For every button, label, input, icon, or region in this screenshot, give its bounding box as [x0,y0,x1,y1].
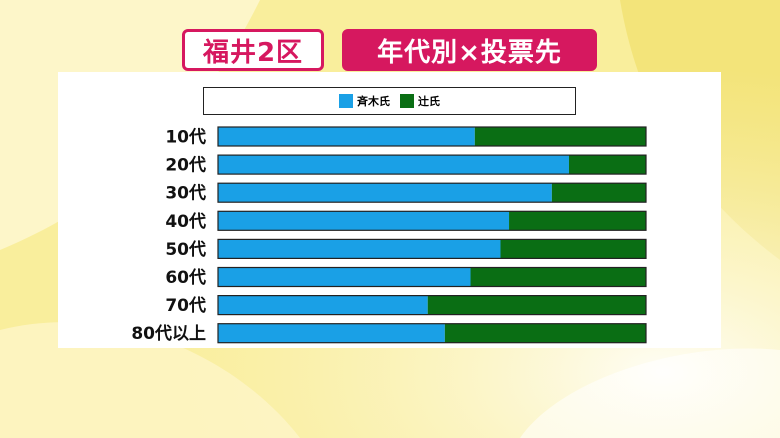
bar-segment-saiki-6 [218,295,428,315]
bar-segment-tsuji-1 [568,155,646,175]
bar-outline-4 [217,238,647,259]
bar-outline-3 [217,210,647,231]
region-title-text: 福井2区 [202,37,304,68]
bar-segment-tsuji-4 [500,239,646,259]
topic-title-text: 年代別×投票先 [377,37,562,68]
legend-item-tsuji: 辻氏 [400,93,440,109]
bar-segment-tsuji-3 [509,211,646,231]
bar-outline-5 [217,266,647,288]
bar-segment-tsuji-7 [444,323,646,343]
legend-label-saiki: 斉木氏 [357,95,390,108]
category-label-3: 40代 [165,211,206,232]
category-label-0: 10代 [165,127,206,148]
legend-item-saiki: 斉木氏 [339,93,390,109]
bar-outline-2 [217,182,647,203]
bar-segment-tsuji-2 [551,183,646,203]
chart-legend: 斉木氏 辻氏 [203,87,576,115]
bar-segment-saiki-2 [218,183,552,203]
bar-segment-saiki-0 [218,127,475,146]
bar-segment-tsuji-6 [427,295,646,315]
category-label-1: 20代 [165,155,206,176]
category-label-7: 80代以上 [131,323,206,344]
bar-segment-saiki-3 [218,211,510,231]
category-label-4: 50代 [165,239,206,260]
category-label-2: 30代 [165,183,206,204]
legend-swatch-tsuji [400,94,414,108]
legend-label-tsuji: 辻氏 [418,95,440,108]
bar-outline-6 [217,295,647,316]
bar-outline-0 [217,126,647,147]
bar-segment-tsuji-0 [474,127,646,146]
region-title: 福井2区 [182,29,324,71]
bar-segment-saiki-4 [218,239,501,259]
topic-title: 年代別×投票先 [342,29,597,71]
bar-segment-saiki-1 [218,155,569,175]
bar-outline-7 [217,323,647,344]
legend-swatch-saiki [339,94,353,108]
category-label-6: 70代 [165,295,206,316]
category-label-5: 60代 [165,267,206,288]
bar-segment-saiki-7 [218,323,445,343]
bar-segment-saiki-5 [218,267,471,287]
bar-segment-tsuji-5 [470,267,646,287]
bar-outline-1 [217,154,647,175]
